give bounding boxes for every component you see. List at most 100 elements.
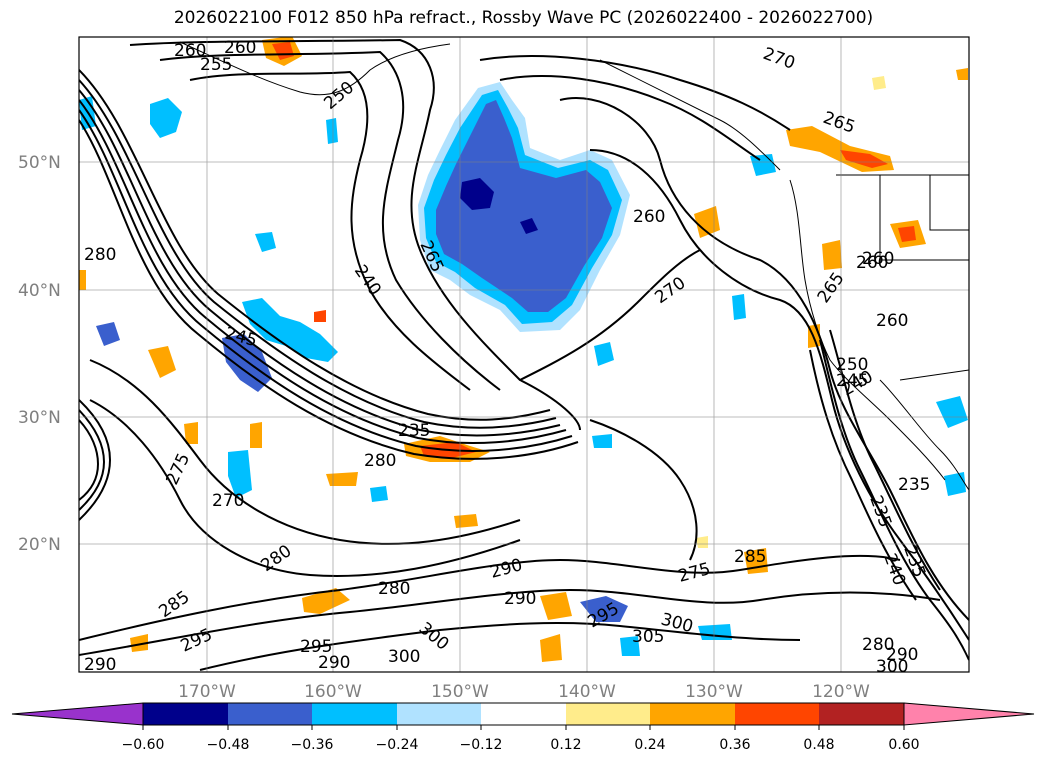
- shade-sw-blob: [96, 322, 120, 346]
- shade-pos-16: [130, 634, 148, 652]
- contour-label: 235: [398, 421, 430, 441]
- shade-pos-14: [822, 240, 842, 270]
- shade-pos-3b: [898, 226, 916, 242]
- contour-label: 260: [862, 249, 894, 269]
- contour-lines: [79, 38, 969, 671]
- colorbar-swatch: [735, 703, 819, 725]
- coast-baja: [879, 379, 969, 491]
- colorbar-swatch: [397, 703, 481, 725]
- colorbar-tick-label: −0.24: [376, 737, 419, 753]
- colorbar-extend-high: [903, 702, 1035, 726]
- contour-label: 250: [836, 355, 868, 375]
- shade-pos-4: [694, 206, 720, 238]
- colorbar-tick-label: 0.36: [719, 737, 750, 753]
- shade-sw-blob-3: [620, 636, 640, 656]
- shade-pos-12: [184, 422, 198, 444]
- colorbar-extend-low: [11, 702, 144, 726]
- contour-label: 295: [300, 637, 332, 657]
- lat-label-50n: 50°N: [18, 153, 61, 173]
- shade-pos-7: [326, 472, 358, 486]
- contour-west-bundle-3: [79, 419, 100, 501]
- contour-mid-1: [89, 359, 521, 545]
- contour-jet-2: [79, 99, 567, 445]
- shade-e-blob-3: [944, 472, 966, 496]
- contour-west-bundle-1: [79, 399, 112, 521]
- shade-pos-19: [314, 310, 326, 322]
- shade-mid-pacific: [242, 298, 338, 362]
- contour-label: 280: [364, 451, 396, 471]
- colorbar-swatch: [819, 703, 904, 725]
- contour-jet-6: [79, 69, 551, 421]
- shade-pos-11: [454, 514, 478, 528]
- contour-east-3: [819, 339, 969, 661]
- shade-center-blob-2: [592, 434, 612, 448]
- lon-label-140w: 140°W: [558, 682, 616, 702]
- shade-blob-4: [370, 486, 388, 502]
- latitude-labels: 50°N 40°N 30°N 20°N: [18, 153, 61, 555]
- shade-pos-6: [148, 346, 176, 378]
- shade-large-low-core: [460, 178, 494, 210]
- contour-label: 300: [388, 647, 420, 667]
- shade-mid-pacific-2: [222, 334, 272, 392]
- colorbar-tick-label: 0.24: [634, 737, 665, 753]
- lat-label-20n: 20°N: [18, 535, 61, 555]
- coast-bc-wa-or-ca: [789, 179, 946, 481]
- contour-label: 235: [898, 475, 930, 495]
- shade-pos-13: [250, 422, 262, 448]
- contour-east-5: [809, 349, 917, 601]
- contour-label: 260: [224, 38, 256, 58]
- colorbar-swatch: [650, 703, 735, 725]
- shade-pos-9: [540, 592, 572, 620]
- contour-center-1: [519, 249, 701, 381]
- border-state-2: [929, 175, 969, 231]
- shade-pos-18: [79, 270, 86, 290]
- contour-label: 290: [84, 655, 116, 675]
- contour-label: 300: [876, 657, 908, 677]
- lat-label-40n: 40°N: [18, 281, 61, 301]
- border-mexico: [899, 369, 969, 381]
- coast-alaska: [179, 41, 451, 96]
- contour-south-1: [79, 554, 901, 641]
- lon-label-160w: 160°W: [304, 682, 362, 702]
- longitude-labels: 170°W 160°W 150°W 140°W 130°W 120°W: [178, 682, 870, 702]
- colorbar-swatch: [312, 703, 397, 725]
- colorbar-tick-label: 0.48: [803, 737, 834, 753]
- contour-labels: 260 260 255 250 270 265 260 265 240 270 …: [84, 38, 930, 677]
- shade-pos-17: [540, 634, 562, 662]
- contour-label: 260: [174, 41, 206, 61]
- contour-label: 280: [84, 245, 116, 265]
- colorbar-swatch: [143, 703, 228, 725]
- lon-label-170w: 170°W: [178, 682, 236, 702]
- shade-s-blob: [580, 596, 628, 622]
- contour-gulf-2: [499, 75, 761, 161]
- contour-east-1: [559, 97, 969, 621]
- shade-pos-21: [956, 68, 968, 80]
- colorbar-frame: [142, 702, 905, 726]
- contour-label: 280: [862, 635, 894, 655]
- colorbar-swatch: [228, 703, 312, 725]
- contour-label: 260: [856, 253, 888, 273]
- map-title: 2026022100 F012 850 hPa refract., Rossby…: [173, 8, 874, 28]
- contour-west-bundle-2: [79, 409, 106, 511]
- contour-south-2: [79, 588, 941, 656]
- shade-center-blob: [594, 342, 614, 366]
- negative-anomaly-shading: [79, 82, 968, 656]
- shade-pos-8: [302, 588, 350, 614]
- shade-blob-6: [326, 118, 338, 144]
- colorbar-tick-label: 0.60: [888, 737, 919, 753]
- contour-center-2: [589, 419, 698, 561]
- contour-jet-4: [79, 119, 579, 460]
- lon-label-120w: 120°W: [812, 682, 870, 702]
- contour-label: 285: [734, 547, 766, 567]
- coastlines: [179, 41, 969, 491]
- contour-label: 270: [212, 491, 244, 511]
- shade-large-low-core2: [520, 218, 538, 234]
- contour-label: 260: [633, 207, 665, 227]
- contour-east-2: [589, 149, 969, 641]
- contour-north-3: [189, 70, 471, 391]
- colorbar-tick-label: −0.36: [291, 737, 334, 753]
- lon-label-150w: 150°W: [431, 682, 489, 702]
- contour-label: 260: [876, 311, 908, 331]
- shade-blob-5: [732, 294, 746, 320]
